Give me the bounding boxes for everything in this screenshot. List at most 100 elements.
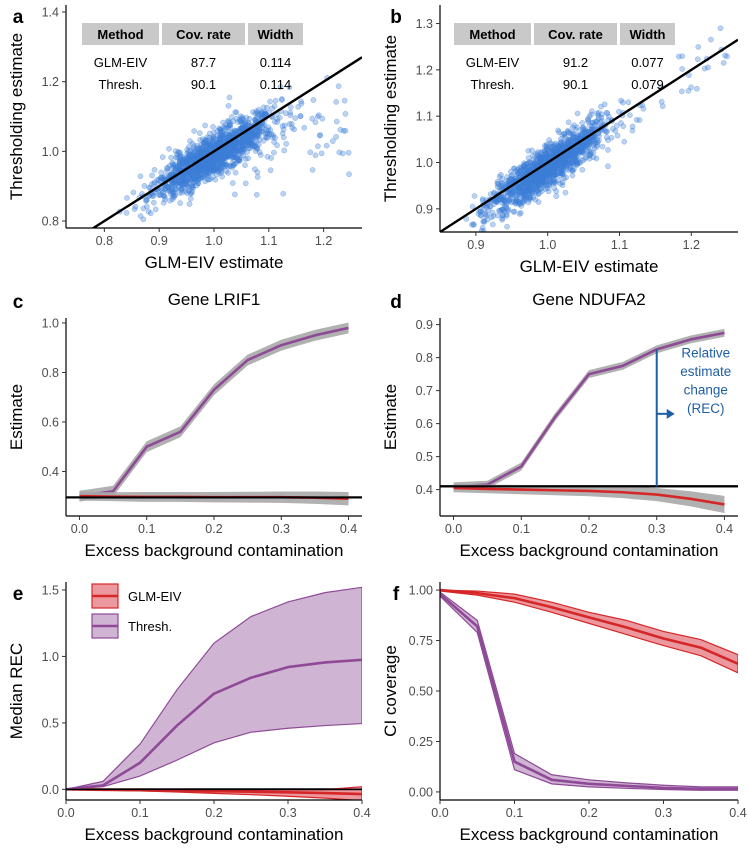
y-axis-label: Median REC [7,643,26,739]
scatter-point [481,218,488,225]
scatter-point [172,192,179,198]
scatter-point [526,194,533,201]
scatter-point [246,142,252,149]
scatter-point [499,212,506,219]
x-tick-label: 0.0 [445,522,462,536]
scatter-point [342,111,349,117]
table-header: Width [630,27,666,42]
scatter-point [498,206,505,213]
scatter-point [253,108,260,115]
scatter-point [489,221,496,228]
scatter-point [230,162,236,169]
scatter-point [257,152,264,158]
scatter-point [586,155,593,162]
y-tick-label: 0.8 [42,366,59,380]
plot-area-c [66,322,362,506]
scatter-point [312,152,319,159]
scatter-point [629,123,636,130]
scatter-point [264,131,271,137]
scatter-point [267,98,273,105]
scatter-point [627,112,633,119]
scatter-point [229,180,236,186]
scatter-point [579,131,585,138]
table-header: Cov. rate [548,27,603,42]
scatter-point [342,127,349,134]
panel-c: c Gene LRIF1 0.0 0.1 0.2 0.3 0.4 0.4 0.6 0.8 1.0 Ex… [7,290,362,560]
x-axis-label: Excess background contamination [85,541,344,560]
scatter-point [244,142,251,149]
scatter-point [544,181,550,187]
scatter-point [233,109,240,116]
scatter-point [625,99,632,106]
table-header: Width [258,27,294,42]
scatter-point [224,163,231,170]
scatter-point [159,154,166,160]
scatter-point [658,98,665,105]
scatter-point [535,199,542,205]
scatter-point [533,183,539,189]
scatter-point [528,177,535,183]
table-header: Method [469,27,515,42]
scatter-point [276,114,283,121]
scatter-point [525,199,532,206]
x-tick-label: 0.9 [467,238,484,252]
scatter-point [271,103,278,109]
scatter-point [679,66,685,72]
scatter-point [226,94,233,101]
y-tick-label: 0.4 [416,483,433,497]
scatter-point [146,184,152,191]
scatter-point [536,173,543,180]
scatter-point [211,166,217,173]
scatter-point [708,36,714,43]
table-header-cell [82,23,159,45]
scatter-point [246,115,253,122]
scatter-point [518,203,525,209]
scatter-point [287,104,294,111]
table-cell: 0.114 [260,77,292,92]
scatter-point [233,115,240,122]
scatter-point [176,163,183,170]
scatter-point [173,186,180,192]
scatter-point [131,206,138,212]
scatter-point [264,153,271,160]
scatter-point [211,161,218,168]
scatter-point [251,139,258,145]
scatter-point [504,178,511,184]
scatter-point [193,178,200,185]
y-axis-label: Thresholding estimate [381,35,400,202]
scatter-point [491,198,498,205]
scatter-point [307,149,314,156]
scatter-point [315,143,321,150]
x-tick-label: 0.3 [273,522,290,536]
y-tick-label: 0.9 [416,318,433,332]
scatter-point [282,110,289,116]
scatter-point [579,120,586,126]
scatter-point [171,161,178,168]
scatter-point [180,177,187,183]
x-tick-label: 1.1 [611,238,628,252]
scatter-point [341,97,348,104]
scatter-point [336,149,343,156]
scatter-point [601,101,608,108]
x-tick-label: 0.2 [205,806,222,820]
y-tick-label: 0.5 [416,450,433,464]
scatter-point [265,124,272,131]
scatter-point [274,116,281,122]
scatter-point [620,123,627,130]
scatter-point [286,84,293,91]
scatter-point [199,136,206,143]
panel-b: b Method Cov. rate Width GLM-EIV 91.2 0.077 Thr… [381,5,738,276]
table-cell: GLM-EIV [466,55,520,70]
scatter-point [579,157,586,164]
x-tick-label: 0.2 [205,522,222,536]
scatter-point [229,160,236,167]
scatter-point [244,149,250,155]
table-cell: GLM-EIV [94,55,148,70]
scatter-point [593,143,600,150]
scatter-point [478,212,484,219]
scatter-point [569,172,576,179]
table-cell: 91.2 [563,55,588,70]
scatter-point [518,183,525,189]
scatter-point [724,53,730,60]
panel-f: f 0.0 0.1 0.2 0.3 0.4 0.00 0.25 0.50 0.75 1.00 Exce… [381,582,747,844]
